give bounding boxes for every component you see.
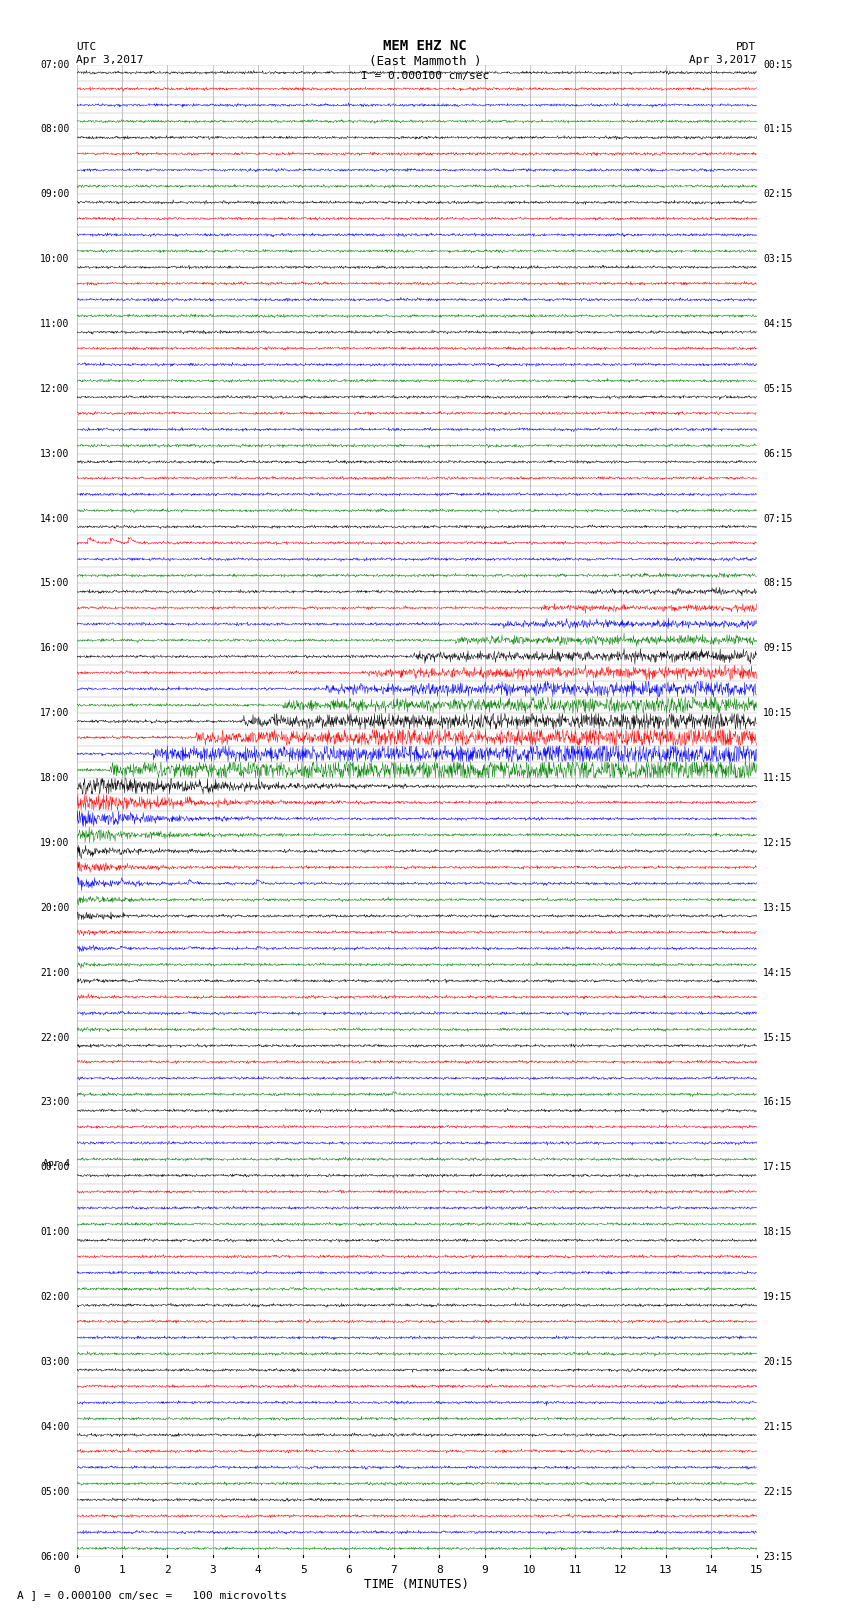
Text: 16:15: 16:15 [763, 1097, 793, 1108]
Text: 9: 9 [481, 1566, 488, 1576]
Text: 21:00: 21:00 [40, 968, 70, 977]
Text: 08:15: 08:15 [763, 579, 793, 589]
Text: 00:00: 00:00 [40, 1163, 70, 1173]
Text: 03:00: 03:00 [40, 1357, 70, 1366]
Text: 12:15: 12:15 [763, 839, 793, 848]
Text: 11:15: 11:15 [763, 773, 793, 782]
Text: 15:15: 15:15 [763, 1032, 793, 1042]
Text: 20:15: 20:15 [763, 1357, 793, 1366]
Text: 03:15: 03:15 [763, 255, 793, 265]
Text: 2: 2 [164, 1566, 171, 1576]
Text: (East Mammoth ): (East Mammoth ) [369, 55, 481, 68]
Text: 5: 5 [300, 1566, 307, 1576]
Text: 08:00: 08:00 [40, 124, 70, 134]
Text: 13:00: 13:00 [40, 448, 70, 458]
Text: 19:15: 19:15 [763, 1292, 793, 1302]
Text: 0: 0 [73, 1566, 80, 1576]
Text: 13:15: 13:15 [763, 903, 793, 913]
Text: 20:00: 20:00 [40, 903, 70, 913]
Text: 16:00: 16:00 [40, 644, 70, 653]
Text: 04:00: 04:00 [40, 1421, 70, 1432]
Text: MEM EHZ NC: MEM EHZ NC [383, 39, 467, 53]
Text: 11: 11 [569, 1566, 582, 1576]
Text: 12:00: 12:00 [40, 384, 70, 394]
Text: 3: 3 [209, 1566, 216, 1576]
Text: 07:15: 07:15 [763, 513, 793, 524]
Text: 8: 8 [436, 1566, 443, 1576]
Text: 17:15: 17:15 [763, 1163, 793, 1173]
Text: 15: 15 [750, 1566, 763, 1576]
Text: Apr 3,2017: Apr 3,2017 [76, 55, 144, 65]
Text: 18:15: 18:15 [763, 1227, 793, 1237]
Text: 18:00: 18:00 [40, 773, 70, 782]
Text: 09:15: 09:15 [763, 644, 793, 653]
Text: 22:15: 22:15 [763, 1487, 793, 1497]
Text: 11:00: 11:00 [40, 319, 70, 329]
Text: 02:15: 02:15 [763, 189, 793, 200]
Text: TIME (MINUTES): TIME (MINUTES) [364, 1578, 469, 1590]
Text: 17:00: 17:00 [40, 708, 70, 718]
Text: 23:00: 23:00 [40, 1097, 70, 1108]
Text: 10:15: 10:15 [763, 708, 793, 718]
Text: 14: 14 [705, 1566, 718, 1576]
Text: 4: 4 [254, 1566, 261, 1576]
Text: 10: 10 [523, 1566, 536, 1576]
Text: 15:00: 15:00 [40, 579, 70, 589]
Text: 14:15: 14:15 [763, 968, 793, 977]
Text: 01:00: 01:00 [40, 1227, 70, 1237]
Text: I = 0.000100 cm/sec: I = 0.000100 cm/sec [361, 71, 489, 81]
Text: 10:00: 10:00 [40, 255, 70, 265]
Text: 01:15: 01:15 [763, 124, 793, 134]
Text: A ] = 0.000100 cm/sec =   100 microvolts: A ] = 0.000100 cm/sec = 100 microvolts [17, 1590, 287, 1600]
Text: UTC: UTC [76, 42, 97, 52]
Text: 12: 12 [614, 1566, 627, 1576]
Text: 1: 1 [118, 1566, 125, 1576]
Text: 05:00: 05:00 [40, 1487, 70, 1497]
Text: 05:15: 05:15 [763, 384, 793, 394]
Text: 04:15: 04:15 [763, 319, 793, 329]
Text: 02:00: 02:00 [40, 1292, 70, 1302]
Text: 00:15: 00:15 [763, 60, 793, 69]
Text: Apr 3,2017: Apr 3,2017 [689, 55, 756, 65]
Text: 7: 7 [390, 1566, 397, 1576]
Text: Apr 4: Apr 4 [42, 1158, 70, 1168]
Text: 22:00: 22:00 [40, 1032, 70, 1042]
Text: 13: 13 [659, 1566, 672, 1576]
Text: 06:00: 06:00 [40, 1552, 70, 1561]
Text: 19:00: 19:00 [40, 839, 70, 848]
Text: 14:00: 14:00 [40, 513, 70, 524]
Text: 06:15: 06:15 [763, 448, 793, 458]
Text: 23:15: 23:15 [763, 1552, 793, 1561]
Text: 07:00: 07:00 [40, 60, 70, 69]
Text: 09:00: 09:00 [40, 189, 70, 200]
Text: 21:15: 21:15 [763, 1421, 793, 1432]
Text: PDT: PDT [736, 42, 756, 52]
Text: 6: 6 [345, 1566, 352, 1576]
